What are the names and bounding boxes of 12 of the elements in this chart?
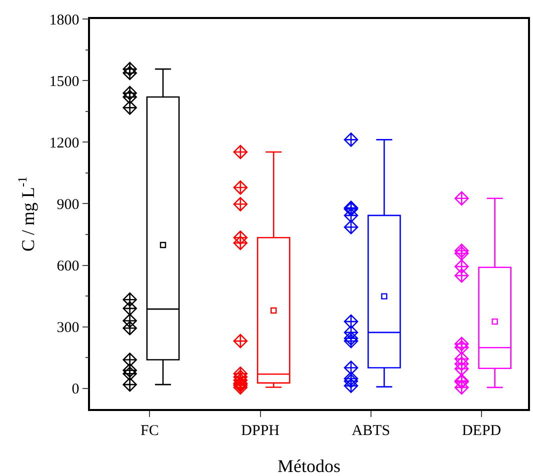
y-tick-label: 600	[56, 258, 80, 275]
x-tick-label: DPPH	[241, 422, 280, 439]
y-tick-label: 0	[72, 382, 80, 398]
y-tick-label: 300	[56, 320, 80, 336]
y-tick-label: 1500	[49, 74, 80, 90]
x-axis-title: Métodos	[278, 456, 340, 476]
x-tick-label: ABTS	[352, 422, 390, 439]
y-tick-label: 1800	[49, 12, 80, 28]
x-tick-label: FC	[140, 422, 159, 439]
y-tick-label: 1200	[49, 135, 80, 152]
y-tick-label: 900	[56, 196, 80, 213]
x-tick-label: DEPD	[462, 422, 502, 439]
